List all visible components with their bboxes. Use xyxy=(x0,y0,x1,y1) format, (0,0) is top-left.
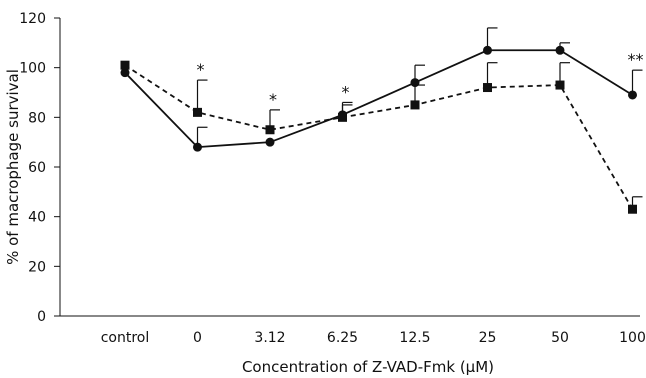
y-tick-label: 40 xyxy=(28,210,46,226)
significance-marker: * xyxy=(269,90,277,109)
data-point-circle xyxy=(628,90,637,100)
y-tick-label: 0 xyxy=(37,309,46,325)
x-tick-label: 100 xyxy=(619,330,646,346)
y-tick-label: 100 xyxy=(19,61,46,77)
significance-marker: * xyxy=(197,60,205,79)
data-point-square xyxy=(265,125,275,135)
x-tick-label: 6.25 xyxy=(327,330,358,346)
y-tick-label: 20 xyxy=(28,259,46,275)
series-layer xyxy=(120,27,643,214)
x-axis-title: Concentration of Z-VAD-Fmk (μM) xyxy=(242,358,494,376)
series-square xyxy=(120,60,643,214)
x-tick-label: control xyxy=(101,330,150,346)
data-point-square xyxy=(120,60,130,70)
axes: 0 20 40 60 80 100 120 control 0 3.12 6.25 12.5 25 50 1… xyxy=(19,11,646,346)
x-tick-label: 50 xyxy=(551,330,569,346)
series-line xyxy=(124,49,633,149)
annotations: ** *** xyxy=(197,50,644,109)
x-tick-label: 12.5 xyxy=(399,330,430,346)
y-axis-title: % of macrophage survival xyxy=(4,69,22,265)
x-tick-label: 25 xyxy=(479,330,497,346)
significance-marker: * xyxy=(342,82,350,101)
y-tick-label: 60 xyxy=(28,160,46,176)
significance-marker: ** xyxy=(628,50,644,69)
data-point-circle xyxy=(555,45,565,55)
data-point-square xyxy=(410,100,420,110)
x-tick-label: 3.12 xyxy=(254,330,285,346)
data-point-square xyxy=(483,83,492,93)
series-circle xyxy=(120,27,643,152)
data-point-square xyxy=(555,80,565,90)
x-tick-label: 0 xyxy=(193,330,202,346)
data-point-circle xyxy=(265,137,275,147)
data-point-circle xyxy=(193,142,202,152)
data-point-circle xyxy=(483,45,492,55)
series-line xyxy=(124,64,634,210)
y-tick-label: 120 xyxy=(19,11,46,27)
data-point-square xyxy=(193,107,202,117)
data-point-square xyxy=(628,204,637,214)
y-tick-label: 80 xyxy=(28,110,46,126)
data-point-square xyxy=(338,112,347,122)
data-point-circle xyxy=(120,68,130,78)
